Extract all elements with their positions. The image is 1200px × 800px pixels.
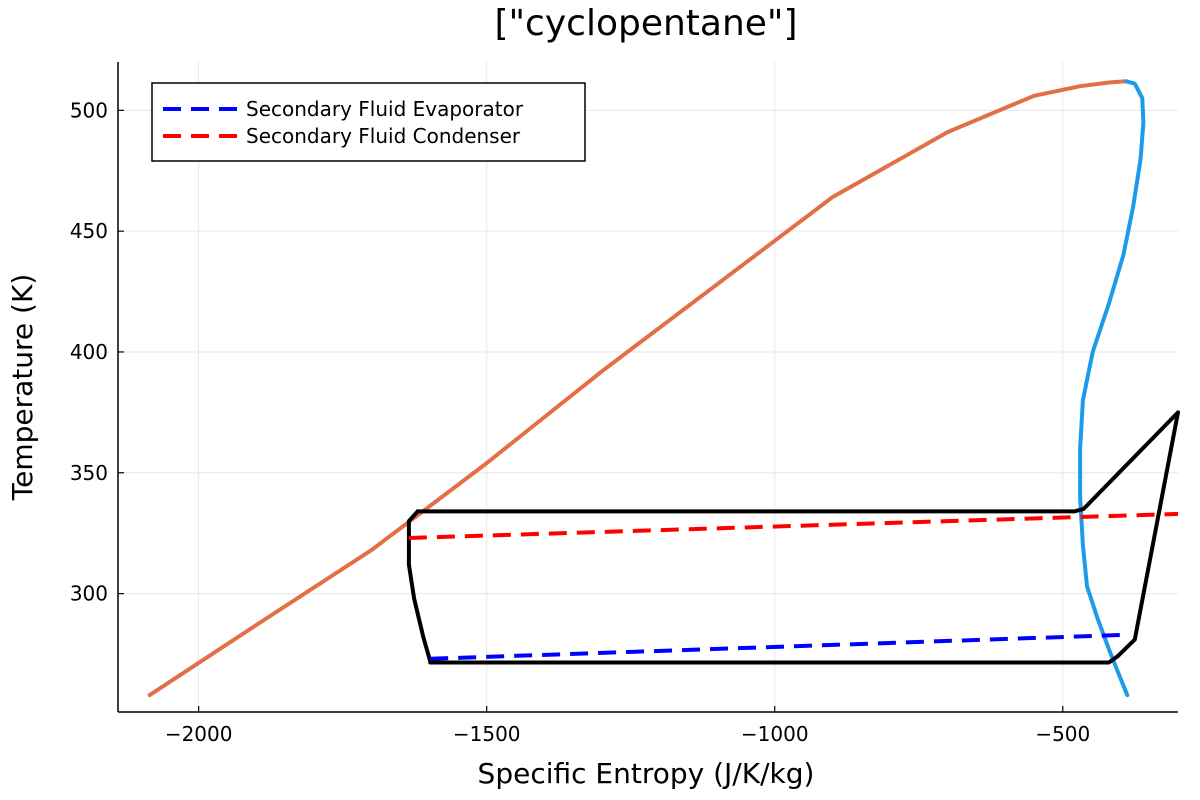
y-ticks: 300 350 400 450 500 <box>70 98 124 606</box>
legend-label-evaporator: Secondary Fluid Evaporator <box>246 97 524 121</box>
series-line-secondary-fluid-condenser <box>408 511 1179 540</box>
legend-label-condenser: Secondary Fluid Condenser <box>246 124 521 148</box>
legend: Secondary Fluid Evaporator Secondary Flu… <box>151 82 586 162</box>
x-axis-title: Specific Entropy (J/K/kg) <box>478 757 815 790</box>
chart-title: ["cyclopentane"] <box>494 3 797 44</box>
series-line-saturated-vapor <box>1078 79 1146 698</box>
series-line-cycle <box>406 410 1180 665</box>
axes <box>117 62 1178 713</box>
series-line-secondary-fluid-evaporator <box>430 632 1130 661</box>
x-tick-label: −1500 <box>453 722 521 746</box>
x-tick-label: −2000 <box>165 722 233 746</box>
y-tick-label: 450 <box>70 219 108 243</box>
y-tick-label: 300 <box>70 582 108 606</box>
y-tick-label: 400 <box>70 340 108 364</box>
y-axis-title: Temperature (K) <box>6 274 39 501</box>
y-tick-label: 500 <box>70 98 108 122</box>
x-tick-label: −500 <box>1035 722 1090 746</box>
x-ticks: −2000 −1500 −1000 −500 <box>165 706 1090 746</box>
y-tick-label: 350 <box>70 461 108 485</box>
series-line-saturated-liquid <box>147 79 1129 698</box>
x-tick-label: −1000 <box>741 722 809 746</box>
series-group <box>147 79 1180 698</box>
legend-box <box>151 82 586 162</box>
